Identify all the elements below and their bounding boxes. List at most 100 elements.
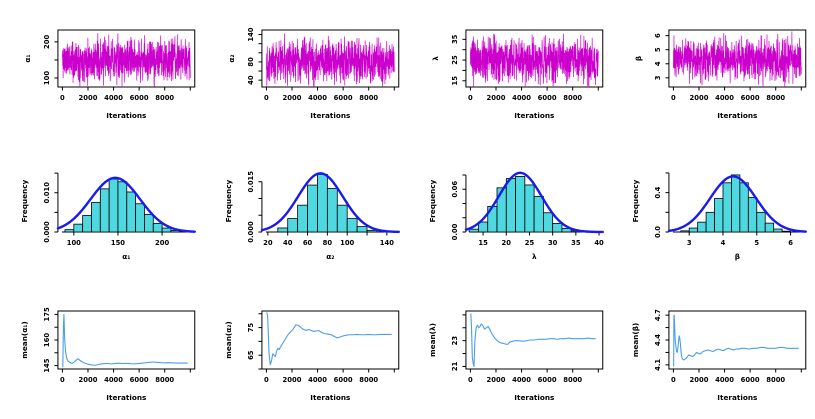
hist-bar (551, 223, 562, 233)
x-tick-label: 2000 (282, 94, 301, 102)
series-group (469, 313, 596, 367)
panel-hist-alpha2: 20 40 60 80 100 140 0.000 0.015 α₂ Frequency (204, 140, 408, 285)
x-tick-label: 6000 (130, 376, 149, 384)
y-tick-label: 0.010 (43, 182, 51, 204)
hist-bar (561, 228, 572, 233)
y-axis-label: Frequency (224, 179, 233, 222)
x-tick-label: 15 (478, 239, 488, 247)
x-tick-label: 6000 (537, 94, 556, 102)
x-tick-label: 35 (571, 239, 581, 247)
y-axis-label: mean(α₁) (20, 321, 29, 359)
x-tick-label: 40 (283, 239, 293, 247)
x-tick-label: 4000 (512, 376, 531, 384)
panel-trace-alpha2: 0 2000 4000 6000 8000 40 80 140 Iterations α₂ (204, 0, 408, 140)
histogram-bars (468, 176, 581, 233)
hist-bar (82, 215, 92, 233)
series-group (469, 33, 599, 87)
axis-tick-labels: 0 2000 4000 6000 8000 4.1 4.4 4.7 Iterations mean… (631, 309, 785, 402)
hist-bar (697, 221, 707, 233)
hist-bar (756, 211, 766, 233)
x-tick-label: 8000 (563, 94, 582, 102)
x-tick-label: 20 (263, 239, 273, 247)
x-tick-label: 30 (547, 239, 557, 247)
x-tick-label: 0 (60, 376, 65, 384)
x-tick-label: 8000 (155, 94, 174, 102)
x-tick-label: 40 (594, 239, 604, 247)
axis-tick-labels: 0 2000 4000 6000 8000 21 23 Iterations mean(λ) (427, 323, 581, 402)
y-tick-label: 200 (43, 35, 51, 49)
x-axis-label: β (735, 252, 740, 261)
hist-bar (680, 230, 690, 233)
panel-mean-beta: 0 2000 4000 6000 8000 4.1 4.4 4.7 Iterations mean… (611, 285, 815, 419)
hist-bar (781, 230, 792, 233)
hist-bar (505, 178, 516, 233)
running-mean-series (469, 313, 596, 367)
hist-bar (705, 211, 716, 233)
x-tick-label: 4000 (308, 376, 327, 384)
hist-bar (773, 228, 783, 233)
axis-tick-labels: 0 2000 4000 6000 8000 3 4 5 6 Iterations β (634, 33, 785, 120)
trace-series (265, 33, 395, 87)
density-curve (260, 172, 400, 234)
axes (665, 29, 807, 91)
y-tick-label: 15 (450, 76, 458, 86)
x-tick-label: 80 (322, 239, 332, 247)
x-tick-label: 100 (340, 239, 354, 247)
y-tick-label: 5 (654, 47, 662, 52)
y-tick-label: 175 (43, 307, 51, 321)
y-tick-label: 4.7 (654, 309, 662, 321)
histogram-bars (680, 174, 792, 233)
hist-bar (739, 182, 749, 233)
y-axis-label: Frequency (631, 179, 640, 222)
hist-bar (765, 222, 775, 233)
series-group (673, 314, 799, 367)
y-axis-label: α₂ (227, 54, 236, 62)
y-tick-label: 100 (43, 71, 51, 85)
x-tick-label: 0 (264, 376, 269, 384)
hist-bar (135, 203, 145, 233)
series-group (62, 33, 191, 87)
y-axis-label: Frequency (427, 179, 436, 222)
x-tick-label: 60 (303, 239, 313, 247)
running-mean-alpha1: 0 2000 4000 6000 8000 145 160 175 Iterations mean… (20, 307, 196, 402)
x-tick-label: 2000 (486, 376, 505, 384)
hist-bar (523, 184, 535, 233)
panel-hist-lambda: 15 20 25 30 35 40 0.00 0.06 λ Frequency (408, 140, 612, 285)
y-tick-label: 160 (43, 333, 51, 347)
y-tick-label: 3 (654, 75, 662, 80)
x-axis-label: Iterations (718, 393, 758, 402)
hist-bar (64, 229, 75, 233)
y-tick-label: 0.0 (654, 226, 662, 238)
running-mean-lambda: 0 2000 4000 6000 8000 21 23 Iterations mean(λ) (427, 310, 603, 402)
hist-bar (731, 174, 741, 233)
y-tick-label: 4.1 (654, 359, 662, 371)
hist-bar (287, 218, 298, 233)
hist-bar (99, 188, 110, 233)
hist-bar (108, 178, 119, 233)
axis-tick-labels: 0 2000 4000 6000 8000 15 25 35 Iterations λ (430, 34, 581, 120)
x-axis-label: λ (532, 252, 537, 261)
hist-bar (326, 188, 338, 233)
density-curve (667, 175, 808, 233)
hist-bar (496, 187, 507, 233)
panel-hist-alpha1: 100 150 200 0.000 0.010 α₁ Frequency (0, 140, 204, 285)
trace-series (62, 33, 191, 87)
y-tick-label: 0.00 (450, 223, 458, 240)
x-tick-label: 0 (264, 94, 269, 102)
axis-tick-labels: 0 2000 4000 6000 8000 100 200 Iterations α₁ (23, 35, 174, 120)
hist-bar (152, 222, 163, 233)
x-axis-label: α₂ (326, 252, 334, 261)
y-tick-label: 0.015 (247, 171, 255, 193)
hist-bar (748, 197, 758, 233)
panel-trace-alpha1: 0 2000 4000 6000 8000 100 200 Iterations α₁ (0, 0, 204, 140)
x-tick-label: 2000 (79, 94, 98, 102)
axes (54, 29, 196, 91)
x-tick-label: 8000 (563, 376, 582, 384)
axes (461, 310, 603, 373)
y-tick-label: 0.4 (654, 186, 662, 198)
y-tick-label: 0.000 (247, 221, 255, 243)
x-tick-label: 20 (501, 239, 511, 247)
series-group (265, 33, 395, 87)
hist-bar (689, 227, 699, 233)
